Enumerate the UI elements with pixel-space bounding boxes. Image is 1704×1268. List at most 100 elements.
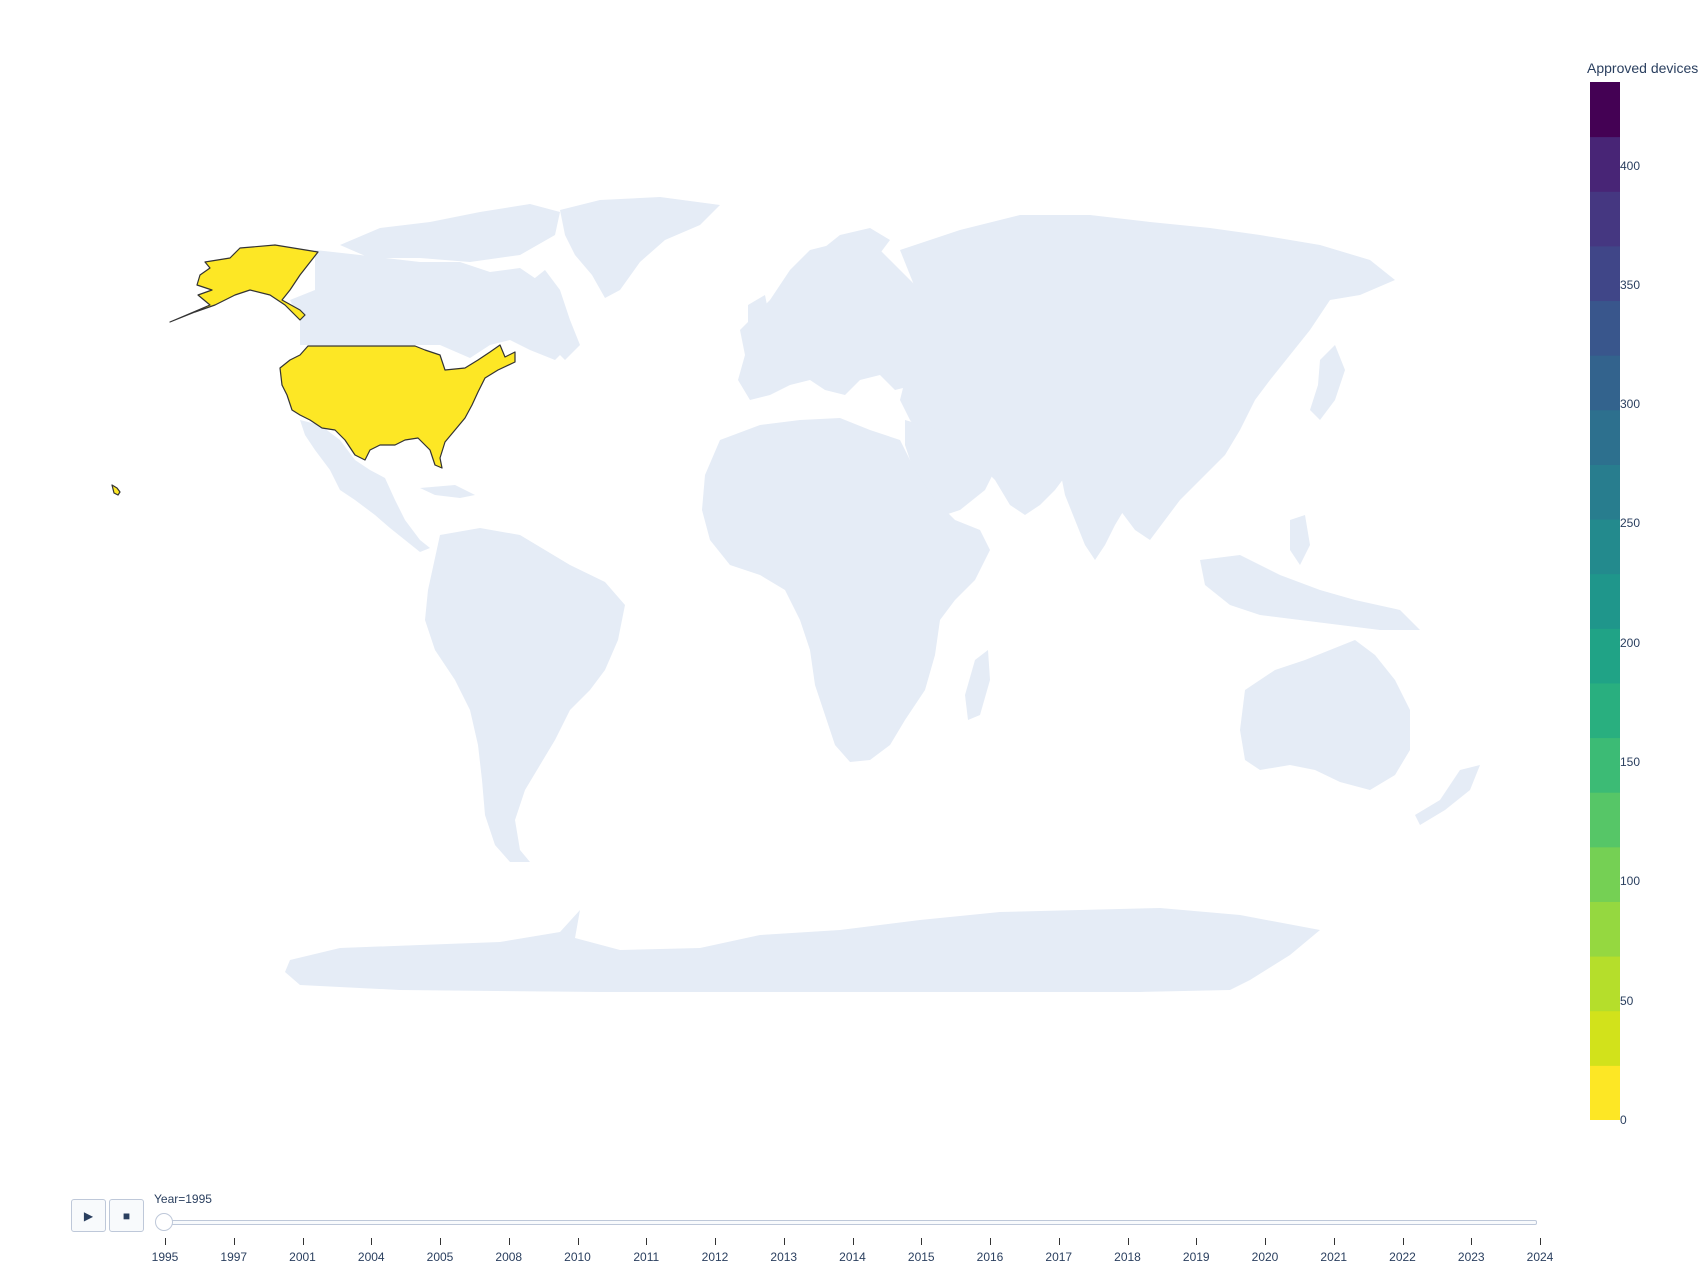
colorbar-segment [1590,1010,1620,1066]
slider-tick-label[interactable]: 2004 [357,1250,385,1264]
slider-tick [233,1238,235,1245]
colorbar-tick-label: 50 [1620,993,1634,1008]
slider-tick [1471,1238,1473,1245]
play-button[interactable]: ▶ [71,1199,106,1232]
land-europe [738,240,930,400]
slider-tick [1058,1238,1060,1245]
slider-tick [1127,1238,1129,1245]
slider-tick-label[interactable]: 2008 [495,1250,523,1264]
slider-tick-label[interactable]: 2013 [770,1250,798,1264]
colorbar-tick-label: 100 [1620,874,1641,889]
land-indonesia [1200,555,1420,630]
colorbar-segment [1590,82,1620,138]
colorbar [1590,82,1620,1120]
colorbar-tick-label: 350 [1620,277,1641,292]
slider-tick-label[interactable]: 2011 [633,1250,660,1264]
slider-tick [508,1238,510,1245]
colorbar-segment [1590,901,1620,957]
country-usa-contiguous[interactable] [279,344,516,469]
slider-tick [1540,1238,1541,1245]
play-icon: ▶ [83,1208,94,1223]
slider-tick-label[interactable]: 2020 [1251,1250,1279,1264]
slider-tick-label[interactable]: 2024 [1526,1250,1554,1264]
land-scandinavia [800,228,890,305]
land-new-zealand [1415,765,1480,825]
colorbar-segment [1590,682,1620,739]
country-usa-hawaii[interactable] [111,484,121,496]
slider-tick [852,1238,854,1245]
colorbar-segment [1590,956,1620,1012]
colorbar-tick-label: 250 [1620,516,1641,531]
year-slider-handle[interactable] [155,1213,173,1231]
slider-tick-label[interactable]: 1997 [220,1250,248,1264]
slider-tick-label[interactable]: 2017 [1045,1250,1073,1264]
slider-tick-label[interactable]: 2005 [426,1250,454,1264]
slider-tick [1196,1238,1198,1245]
land-africa [702,418,990,762]
land-australia [1240,640,1410,790]
slider-tick [783,1238,785,1245]
colorbar-segment [1590,245,1620,302]
slider-tick-label[interactable]: 2022 [1389,1250,1416,1264]
colorbar-tick-label: 300 [1620,397,1641,412]
slider-tick [440,1238,441,1245]
year-slider-rail[interactable] [164,1220,1537,1225]
land-labrador [520,270,580,360]
colorbar-segment [1590,300,1620,356]
slider-tick-label[interactable]: 2014 [839,1250,866,1264]
slider-tick [646,1238,648,1245]
land-arctic-islands [340,204,560,262]
land-south-america [425,528,625,862]
colorbar-segment [1590,792,1620,848]
slider-tick [1333,1238,1335,1245]
slider-tick-label[interactable]: 2023 [1457,1250,1485,1264]
slider-tick [371,1238,373,1245]
slider-tick [1265,1238,1266,1245]
land-canada [290,250,570,360]
slider-tick-label[interactable]: 2021 [1320,1250,1348,1264]
colorbar-segment [1590,355,1620,411]
slider-tick [715,1238,716,1245]
slider-tick-label[interactable]: 2012 [701,1250,729,1264]
land-britain [748,295,770,340]
colorbar-tick-label: 0 [1620,1113,1627,1127]
land-madagascar [965,650,990,720]
stop-icon: ■ [122,1208,131,1223]
slider-tick-label[interactable]: 2010 [564,1250,591,1264]
slider-tick-label[interactable]: 1995 [151,1250,179,1264]
slider-tick [1402,1238,1404,1245]
colorbar-segment [1590,191,1620,247]
colorbar-segment [1590,846,1620,902]
colorbar-segment [1590,573,1620,629]
slider-tick-label[interactable]: 2019 [1182,1250,1210,1264]
colorbar-tick-label: 150 [1620,755,1641,770]
slider-tick [990,1238,991,1245]
colorbar-segment [1590,519,1620,575]
colorbar-segment [1590,737,1620,793]
land-japan [1310,345,1345,420]
land-caribbean [420,485,475,498]
land-asia [900,215,1395,540]
stop-button[interactable]: ■ [109,1199,144,1232]
colorbar-segment [1590,136,1620,192]
land-greenland [560,197,720,298]
colorbar-tick-label: 400 [1620,158,1641,173]
slider-tick-label[interactable]: 2015 [907,1250,935,1264]
colorbar-segment [1590,464,1620,520]
slider-tick-label[interactable]: 2018 [1114,1250,1141,1264]
colorbar-segment [1590,628,1620,684]
slider-tick [302,1238,304,1245]
land-mexico [300,420,430,552]
slider-tick [577,1238,579,1245]
slider-tick-label[interactable]: 2016 [976,1250,1004,1264]
colorbar-segment [1590,1065,1620,1120]
slider-current-label: Year=1995 [154,1192,212,1206]
country-usa-alaska[interactable] [169,244,319,323]
slider-tick-label[interactable]: 2001 [289,1250,316,1264]
colorbar-title: Approved devices [1587,60,1699,76]
slider-tick [921,1238,923,1245]
colorbar-segment [1590,409,1620,465]
land-india [1060,465,1130,560]
land-philippines [1290,515,1310,565]
